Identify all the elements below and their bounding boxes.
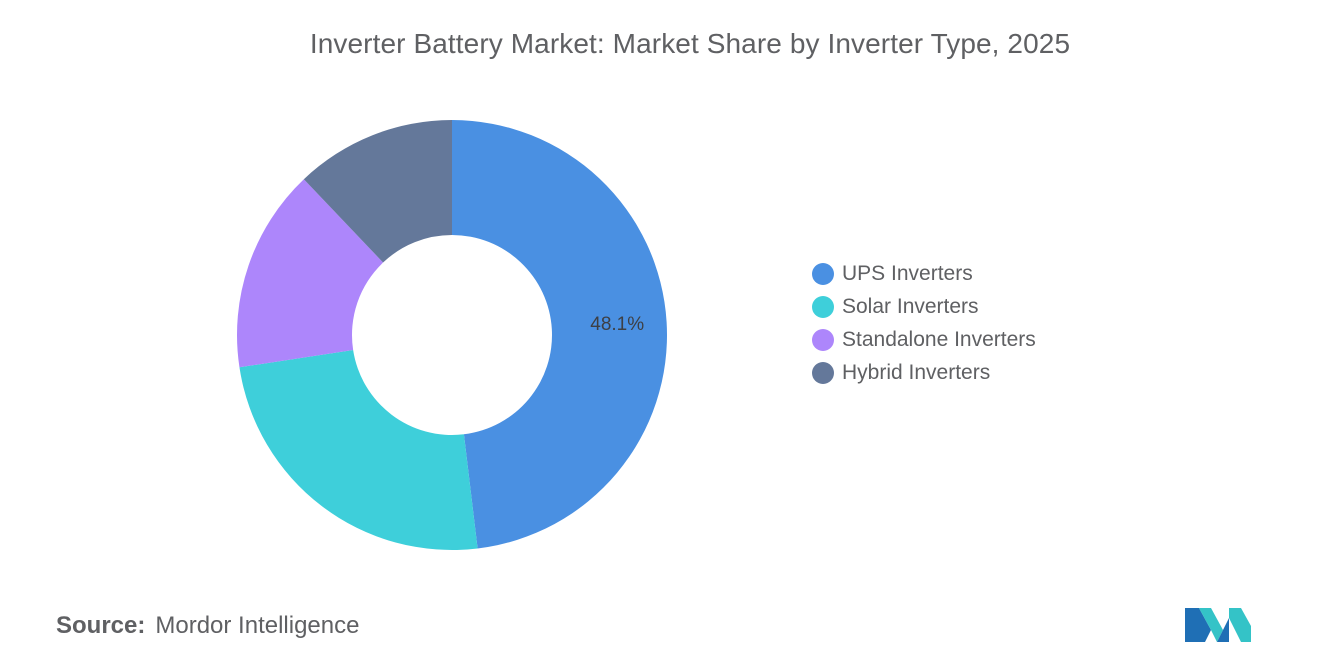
- data-label-ups-inverters: 48.1%: [590, 314, 644, 335]
- legend-swatch-icon: [812, 361, 834, 384]
- donut-slice-solar-inverters: [239, 350, 478, 550]
- legend-swatch-icon: [812, 328, 834, 351]
- source-value: Mordor Intelligence: [155, 612, 360, 639]
- legend-item-hybrid-inverters: Hybrid Inverters: [812, 356, 1036, 389]
- legend-item-standalone-inverters: Standalone Inverters: [812, 323, 1036, 356]
- legend-label: UPS Inverters: [842, 261, 973, 285]
- legend-label: Standalone Inverters: [842, 327, 1036, 351]
- chart-title: Inverter Battery Market: Market Share by…: [309, 28, 1071, 59]
- chart-legend: UPS Inverters Solar Inverters Standalone I…: [812, 257, 1036, 389]
- legend-swatch-icon: [812, 262, 834, 285]
- donut-slice-ups-inverters: [452, 120, 668, 549]
- legend-label: Solar Inverters: [842, 294, 979, 318]
- legend-label: Hybrid Inverters: [842, 360, 991, 384]
- donut-slice-hybrid-inverters: [303, 120, 452, 263]
- mordor-intelligence-logo-icon: [1185, 608, 1251, 642]
- legend-item-ups-inverters: UPS Inverters: [812, 257, 1036, 290]
- legend-swatch-icon: [812, 295, 834, 318]
- source-label: Source:: [56, 612, 146, 639]
- donut-slice-standalone-inverters: [237, 179, 384, 368]
- legend-item-solar-inverters: Solar Inverters: [812, 290, 1036, 323]
- source-note: Source: Mordor Intelligence: [56, 612, 359, 640]
